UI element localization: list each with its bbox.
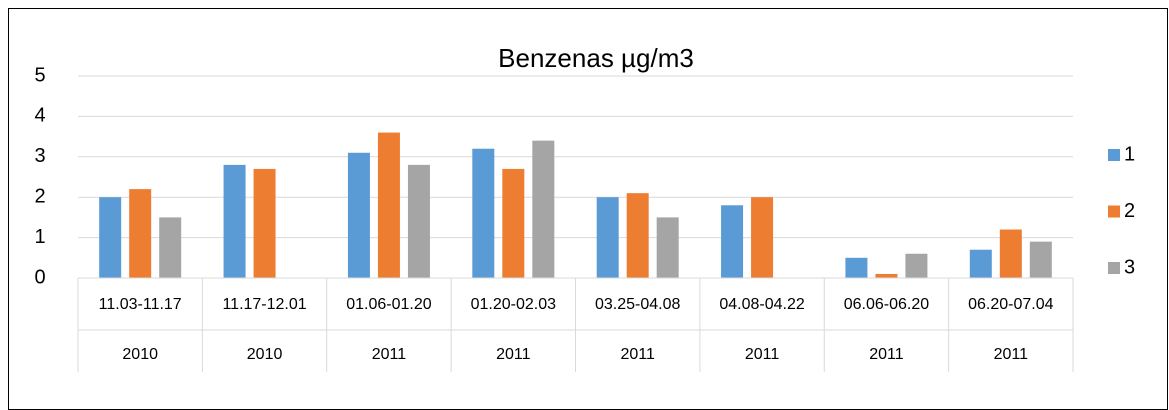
bar bbox=[875, 273, 898, 278]
bar bbox=[656, 217, 679, 278]
bar bbox=[969, 249, 992, 278]
y-tick-label: 4 bbox=[34, 105, 45, 127]
x-group-label: 2011 bbox=[496, 346, 531, 363]
bar bbox=[377, 132, 400, 278]
legend-swatch bbox=[1108, 149, 1120, 161]
bar bbox=[721, 205, 744, 278]
bar bbox=[159, 217, 182, 278]
bar bbox=[129, 189, 152, 278]
y-tick-label: 5 bbox=[34, 64, 45, 86]
bar bbox=[532, 140, 555, 278]
x-tick-label: 11.17-12.01 bbox=[222, 296, 306, 313]
chart-frame bbox=[8, 8, 1168, 410]
bar bbox=[596, 197, 619, 278]
x-tick-label: 03.25-04.08 bbox=[595, 296, 681, 313]
y-tick-label: 3 bbox=[34, 145, 45, 167]
legend-label: 3 bbox=[1124, 256, 1135, 278]
bar bbox=[502, 168, 525, 278]
y-tick-label: 1 bbox=[34, 226, 45, 248]
bar bbox=[347, 152, 370, 278]
legend-swatch bbox=[1108, 205, 1120, 218]
x-group-label: 2011 bbox=[994, 346, 1029, 363]
y-tick-label: 0 bbox=[34, 266, 45, 288]
bar bbox=[223, 164, 246, 278]
bar bbox=[999, 229, 1022, 278]
x-tick-label: 11.03-11.17 bbox=[99, 296, 182, 313]
legend-label: 2 bbox=[1124, 200, 1135, 222]
x-tick-label: 01.06-01.20 bbox=[346, 296, 432, 313]
bar bbox=[99, 197, 122, 278]
bar bbox=[751, 197, 774, 278]
bar bbox=[845, 257, 868, 278]
x-group-label: 2010 bbox=[122, 346, 158, 363]
bar bbox=[626, 193, 649, 278]
bar bbox=[905, 253, 928, 278]
legend-swatch bbox=[1108, 262, 1120, 274]
x-group-label: 2011 bbox=[745, 346, 780, 363]
bar bbox=[1029, 241, 1052, 278]
bar bbox=[253, 168, 276, 278]
x-group-label: 2010 bbox=[247, 346, 283, 363]
bar bbox=[407, 164, 430, 278]
x-tick-label: 01.20-02.03 bbox=[471, 296, 557, 313]
y-tick-label: 2 bbox=[34, 185, 45, 207]
x-tick-label: 06.06-06.20 bbox=[844, 296, 930, 313]
x-group-label: 2011 bbox=[372, 346, 407, 363]
x-tick-label: 06.20-07.04 bbox=[968, 296, 1054, 313]
x-group-label: 2011 bbox=[620, 346, 655, 363]
bar bbox=[472, 148, 495, 278]
legend-label: 1 bbox=[1124, 143, 1135, 165]
x-group-label: 2011 bbox=[869, 346, 904, 363]
x-tick-label: 04.08-04.22 bbox=[719, 296, 805, 313]
chart-title: Benzenas µg/m3 bbox=[498, 43, 694, 73]
